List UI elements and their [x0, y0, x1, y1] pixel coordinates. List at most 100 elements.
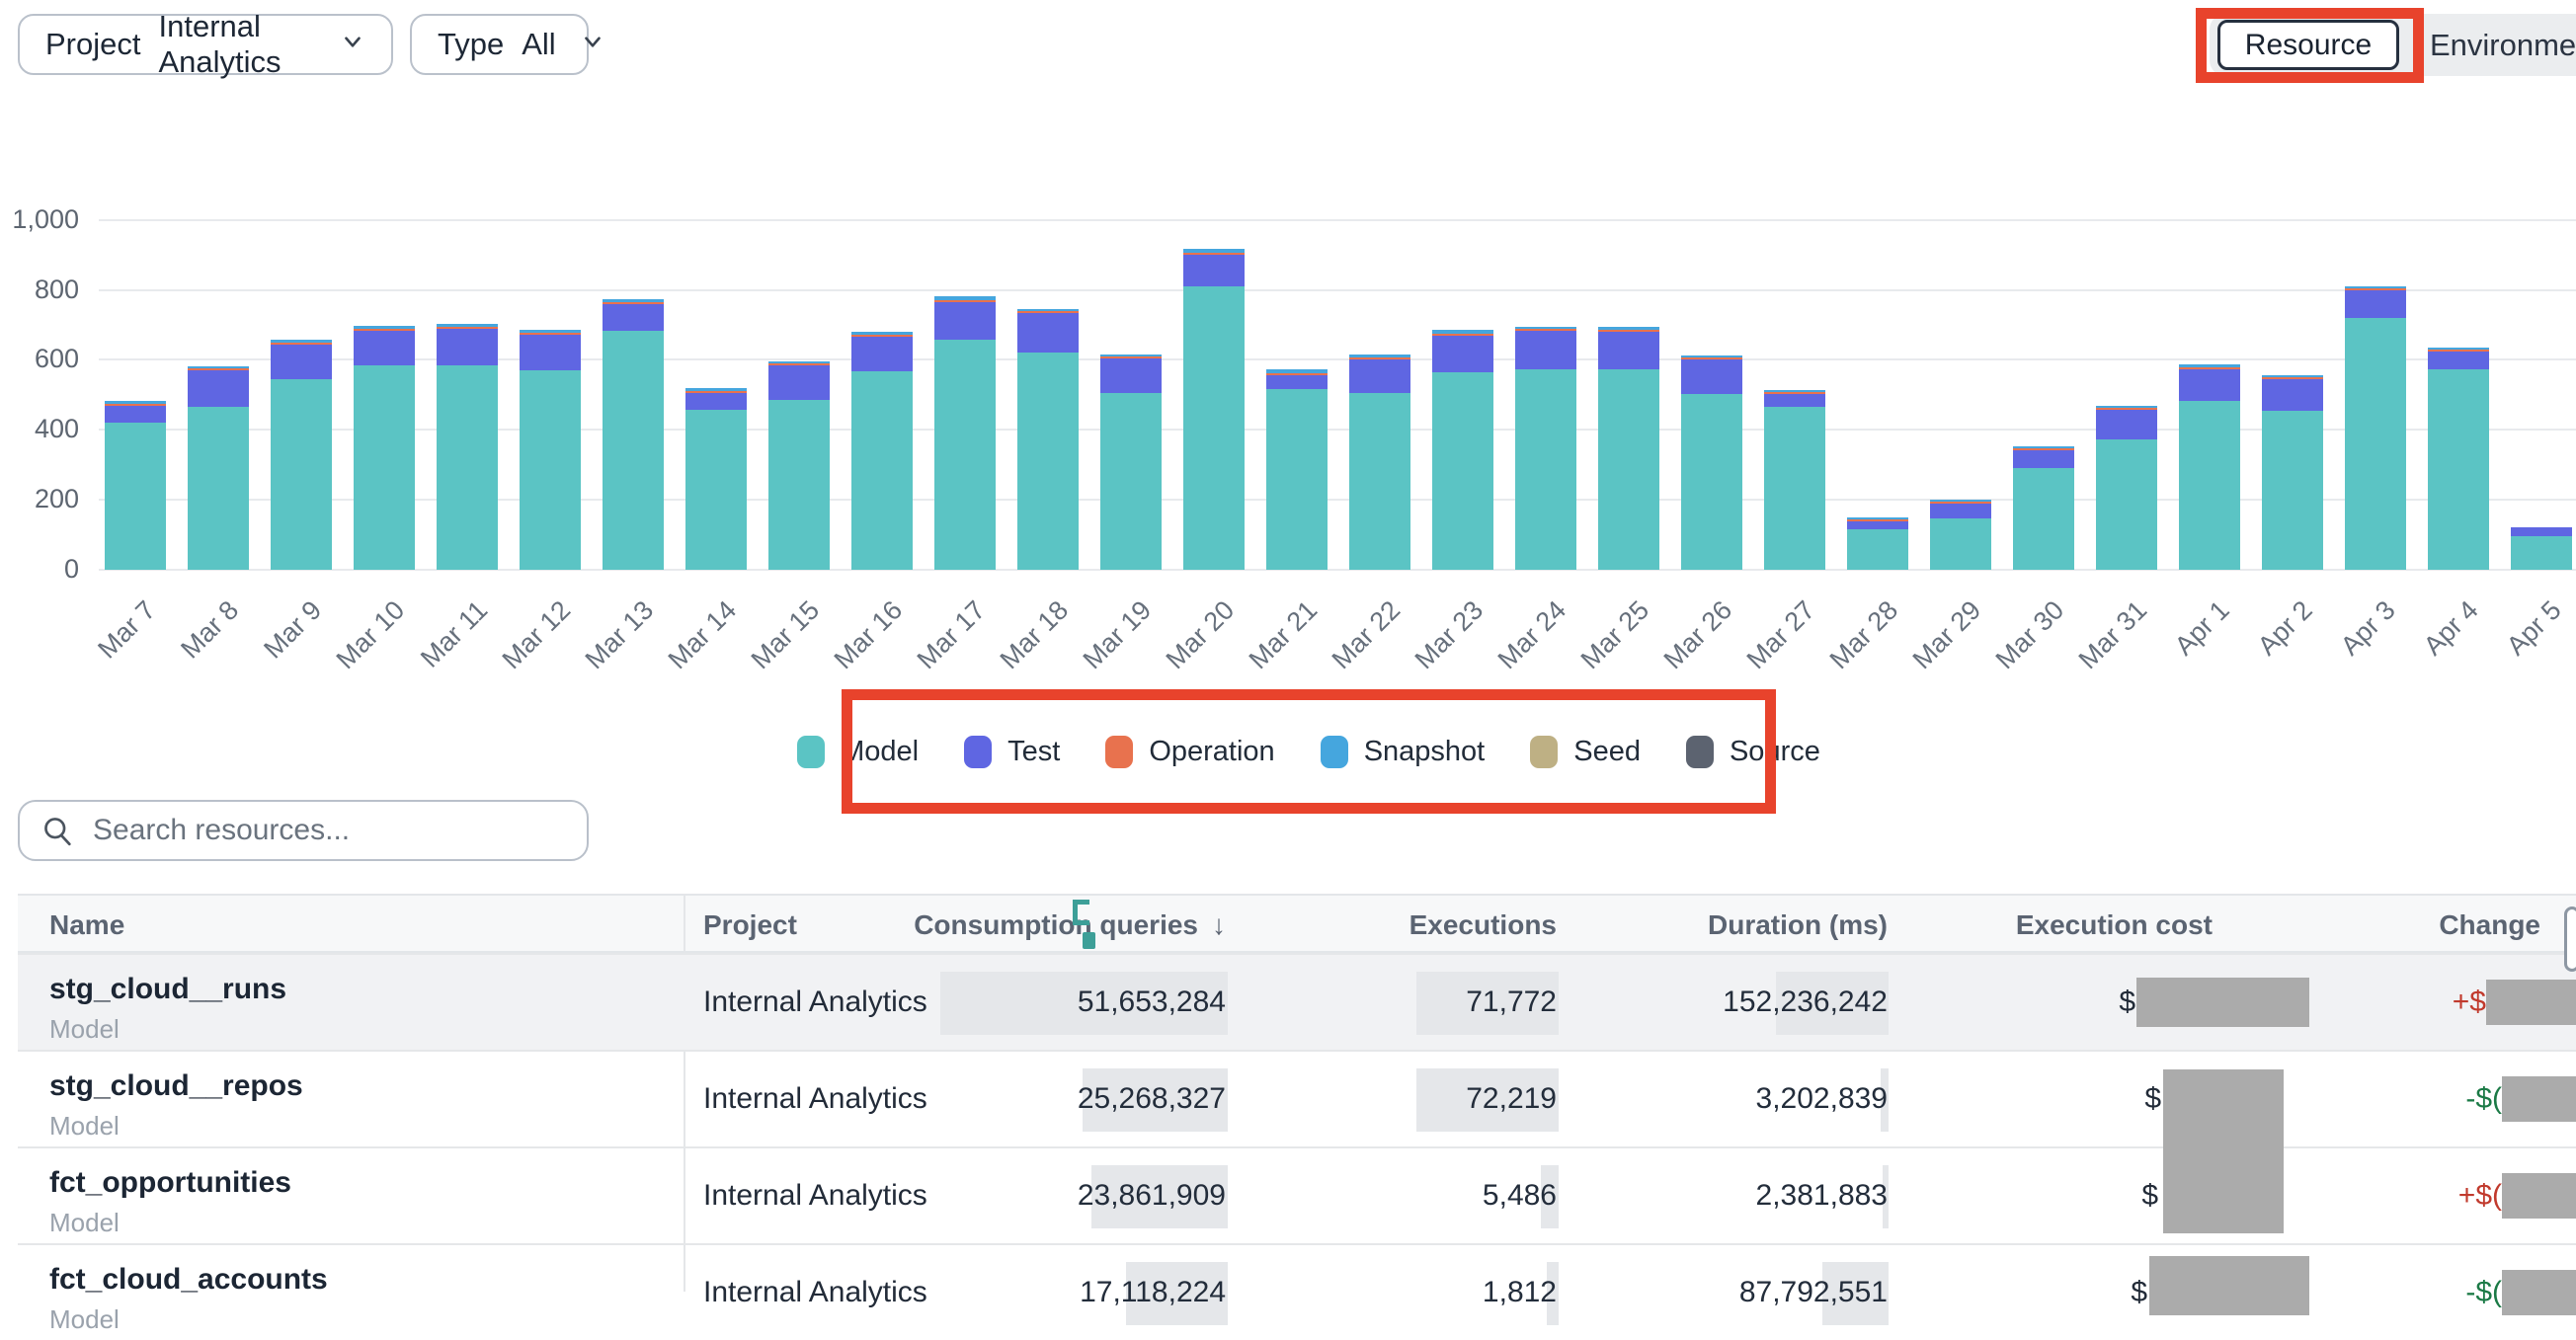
bar-segment-test-mar-13[interactable] [603, 304, 664, 331]
bar-segment-operation-mar-27[interactable] [1764, 391, 1825, 394]
bar-segment-model-apr-4[interactable] [2428, 368, 2489, 570]
bar-segment-snapshot-mar-26[interactable] [1681, 355, 1742, 358]
bar-segment-snapshot-mar-28[interactable] [1847, 517, 1908, 520]
bar-segment-operation-mar-26[interactable] [1681, 357, 1742, 360]
bar-segment-operation-apr-2[interactable] [2262, 376, 2323, 379]
search-input[interactable] [91, 813, 567, 848]
bar-segment-model-mar-8[interactable] [188, 406, 249, 570]
bar-segment-test-mar-12[interactable] [520, 335, 581, 371]
bar-segment-model-mar-27[interactable] [1764, 406, 1825, 570]
bar-segment-operation-mar-9[interactable] [271, 343, 332, 346]
bar-segment-operation-mar-20[interactable] [1183, 253, 1245, 256]
bar-segment-snapshot-mar-20[interactable] [1183, 248, 1245, 254]
bar-segment-operation-mar-28[interactable] [1847, 519, 1908, 522]
bar-segment-test-mar-18[interactable] [1017, 313, 1079, 353]
bar-segment-snapshot-apr-4[interactable] [2428, 347, 2489, 350]
bar-segment-snapshot-mar-9[interactable] [271, 339, 332, 344]
bar-segment-test-mar-27[interactable] [1764, 393, 1825, 407]
bar-segment-model-mar-31[interactable] [2096, 438, 2157, 570]
bar-segment-test-apr-1[interactable] [2179, 369, 2240, 401]
bar-segment-test-apr-4[interactable] [2428, 351, 2489, 369]
bar-segment-operation-mar-14[interactable] [685, 390, 747, 393]
legend-item-test[interactable]: Test [964, 735, 1060, 768]
bar-segment-snapshot-mar-23[interactable] [1432, 330, 1493, 335]
bar-segment-test-apr-3[interactable] [2345, 289, 2406, 319]
bar-segment-model-mar-25[interactable] [1598, 369, 1659, 570]
bar-segment-operation-mar-19[interactable] [1100, 355, 1162, 358]
bar-segment-snapshot-mar-12[interactable] [520, 329, 581, 334]
bar-segment-snapshot-mar-18[interactable] [1017, 309, 1079, 312]
bar-segment-model-mar-12[interactable] [520, 370, 581, 570]
bar-segment-model-mar-9[interactable] [271, 378, 332, 570]
bar-segment-operation-mar-8[interactable] [188, 367, 249, 370]
bar-segment-snapshot-mar-29[interactable] [1930, 500, 1991, 503]
bar-segment-test-mar-9[interactable] [271, 345, 332, 379]
bar-segment-test-mar-26[interactable] [1681, 359, 1742, 395]
bar-segment-snapshot-mar-16[interactable] [851, 332, 913, 336]
bar-segment-operation-apr-1[interactable] [2179, 367, 2240, 370]
bar-segment-test-mar-14[interactable] [685, 392, 747, 411]
resource-tab[interactable]: Resource [2217, 20, 2399, 70]
bar-segment-model-mar-7[interactable] [105, 423, 166, 570]
bar-segment-model-mar-17[interactable] [934, 339, 996, 570]
bar-segment-model-mar-16[interactable] [851, 370, 913, 570]
bar-segment-model-mar-11[interactable] [437, 365, 498, 570]
type-dropdown[interactable]: Type All [410, 14, 601, 75]
bar-segment-test-apr-5[interactable] [2511, 526, 2572, 536]
bar-segment-operation-apr-4[interactable] [2428, 349, 2489, 352]
bar-segment-snapshot-mar-19[interactable] [1100, 354, 1162, 356]
bar-segment-operation-apr-3[interactable] [2345, 287, 2406, 290]
bar-segment-snapshot-mar-17[interactable] [934, 296, 996, 300]
bar-segment-test-mar-23[interactable] [1432, 336, 1493, 372]
bar-segment-operation-mar-30[interactable] [2013, 447, 2074, 450]
bar-segment-model-mar-10[interactable] [354, 365, 415, 570]
bar-segment-test-mar-28[interactable] [1847, 521, 1908, 530]
vertical-scrollbar-thumb[interactable] [2564, 906, 2576, 972]
column-header-execution-cost[interactable]: Execution cost [2015, 909, 2213, 940]
bar-segment-snapshot-mar-24[interactable] [1515, 327, 1576, 330]
bar-segment-test-mar-7[interactable] [105, 405, 166, 424]
bar-segment-snapshot-mar-7[interactable] [105, 401, 166, 404]
bar-segment-test-mar-24[interactable] [1515, 331, 1576, 370]
bar-segment-operation-mar-29[interactable] [1930, 502, 1991, 505]
bar-segment-snapshot-apr-2[interactable] [2262, 374, 2323, 377]
legend-item-source[interactable]: Source [1685, 735, 1820, 768]
column-header-consumption-queries[interactable]: Consumption queries ↓ [914, 909, 1226, 940]
bar-segment-snapshot-mar-11[interactable] [437, 323, 498, 327]
bar-segment-snapshot-mar-15[interactable] [768, 360, 830, 363]
bar-segment-test-mar-10[interactable] [354, 330, 415, 366]
bar-segment-snapshot-mar-10[interactable] [354, 325, 415, 329]
bar-segment-operation-mar-10[interactable] [354, 328, 415, 331]
legend-item-seed[interactable]: Seed [1530, 735, 1641, 768]
bar-segment-test-mar-25[interactable] [1598, 332, 1659, 370]
bar-segment-model-apr-2[interactable] [2262, 410, 2323, 570]
bar-segment-test-mar-16[interactable] [851, 337, 913, 371]
bar-segment-snapshot-mar-21[interactable] [1266, 368, 1328, 374]
table-row-stg_cloud__repos[interactable]: stg_cloud__repos Model Internal Analytics 2… [18, 1050, 2576, 1146]
bar-segment-operation-mar-11[interactable] [437, 326, 498, 329]
bar-segment-test-mar-22[interactable] [1349, 359, 1410, 394]
bar-segment-operation-mar-13[interactable] [603, 302, 664, 305]
bar-segment-model-mar-26[interactable] [1681, 394, 1742, 570]
bar-segment-model-mar-19[interactable] [1100, 393, 1162, 570]
bar-segment-test-apr-2[interactable] [2262, 378, 2323, 411]
bar-segment-model-mar-18[interactable] [1017, 352, 1079, 570]
bar-segment-operation-mar-22[interactable] [1349, 357, 1410, 360]
bar-segment-model-mar-13[interactable] [603, 330, 664, 570]
legend-item-model[interactable]: Model [797, 735, 919, 768]
column-header-executions[interactable]: Executions [1409, 909, 1557, 940]
bar-segment-operation-mar-25[interactable] [1598, 330, 1659, 333]
bar-segment-model-apr-3[interactable] [2345, 318, 2406, 570]
bar-segment-snapshot-apr-3[interactable] [2345, 285, 2406, 288]
legend-item-operation[interactable]: Operation [1105, 735, 1275, 768]
bar-segment-model-mar-20[interactable] [1183, 285, 1245, 570]
bar-segment-operation-mar-16[interactable] [851, 335, 913, 338]
bar-segment-model-mar-30[interactable] [2013, 468, 2074, 570]
bar-segment-model-mar-29[interactable] [1930, 517, 1991, 570]
bar-segment-model-mar-21[interactable] [1266, 389, 1328, 570]
bar-segment-model-mar-24[interactable] [1515, 369, 1576, 570]
environment-tab[interactable]: Environment [2430, 27, 2576, 62]
column-header-duration[interactable]: Duration (ms) [1708, 909, 1888, 940]
bar-segment-test-mar-21[interactable] [1266, 375, 1328, 390]
bar-segment-test-mar-11[interactable] [437, 328, 498, 366]
